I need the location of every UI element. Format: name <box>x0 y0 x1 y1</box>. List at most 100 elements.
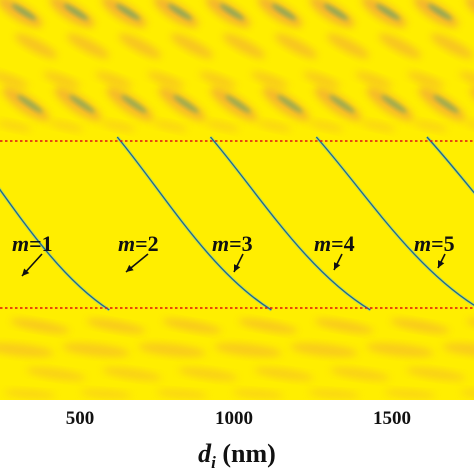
upper-streak-0-7 <box>375 4 401 20</box>
upper-band-1-6 <box>326 33 370 59</box>
mode-label-2-var: m <box>118 231 135 256</box>
upper-band-4-8 <box>412 120 448 132</box>
mode-label-4-eq: =4 <box>331 231 355 256</box>
upper-band-4-4 <box>204 120 240 132</box>
lower-band-2-0 <box>26 367 86 381</box>
x-tick-label-500: 500 <box>66 408 95 429</box>
lower-band-3-2 <box>156 389 208 399</box>
x-axis-symbol: d <box>198 439 212 468</box>
mode-lines <box>0 135 474 312</box>
upper-band-1-4 <box>222 33 266 59</box>
upper-band-4-9 <box>464 120 474 132</box>
mode-label-1-var: m <box>12 231 29 256</box>
lower-band-0-5 <box>390 318 450 334</box>
upper-streak-0-3 <box>167 4 193 20</box>
upper-streak-0-0 <box>11 4 37 20</box>
lower-band-3-1 <box>80 389 132 399</box>
upper-band-2-4 <box>199 71 237 89</box>
lower-band-2-5 <box>406 367 466 381</box>
upper-band-4-1 <box>48 120 84 132</box>
upper-band-4-2 <box>100 120 136 132</box>
mode-label-1: m=1 <box>12 231 53 256</box>
mode-label-5-eq: =5 <box>431 231 455 256</box>
x-tick-label-1000: 1000 <box>215 408 253 429</box>
mode-label-5-var: m <box>414 231 431 256</box>
mode-arrows <box>21 253 446 277</box>
upper-streak-3-0 <box>17 95 43 113</box>
mode-curve-4 <box>315 136 474 306</box>
upper-streak-3-2 <box>121 95 147 113</box>
upper-band-2-3 <box>147 71 185 89</box>
upper-band-2-7 <box>355 71 393 89</box>
plot-background <box>0 0 474 400</box>
upper-band-2-9 <box>459 71 474 89</box>
mode-arrow-1 <box>21 253 43 277</box>
mode-curve-5 <box>426 136 474 194</box>
lower-band-3-3 <box>232 389 284 399</box>
lower-band-0-1 <box>86 318 146 334</box>
lower-band-0-0 <box>10 318 70 334</box>
upper-streak-3-7 <box>381 95 407 113</box>
lower-band-1-3 <box>214 343 282 357</box>
x-axis-subscript: i <box>211 453 216 472</box>
upper-band-1-0 <box>14 33 58 59</box>
mode-arrow-3 <box>233 253 244 273</box>
upper-streak-3-5 <box>277 95 303 113</box>
lower-band-3-4 <box>308 389 360 399</box>
upper-streak-3-8 <box>433 95 459 113</box>
mode-labels: m=1 m=2 m=3 m=4 m=5 <box>12 231 455 256</box>
lower-band-0-2 <box>162 318 222 334</box>
mode-curve-3 <box>209 136 371 311</box>
lower-band-1-5 <box>366 343 434 357</box>
mode-label-2-eq: =2 <box>135 231 159 256</box>
upper-band-4-0 <box>0 120 32 132</box>
mode-arrow-5 <box>437 253 446 269</box>
lower-band-1-1 <box>62 343 130 357</box>
upper-streak-0-4 <box>219 4 245 20</box>
lower-band-3-6 <box>460 389 474 399</box>
upper-streak-0-2 <box>115 4 141 20</box>
upper-band-4-7 <box>360 120 396 132</box>
upper-streak-0-8 <box>427 4 453 20</box>
upper-streak-3-4 <box>225 95 251 113</box>
upper-band-2-5 <box>251 71 289 89</box>
mode-label-3: m=3 <box>212 231 253 256</box>
lower-band-2-3 <box>254 367 314 381</box>
lower-band-1-4 <box>290 343 358 357</box>
upper-streak-0-6 <box>323 4 349 20</box>
lower-band-1-2 <box>138 343 206 357</box>
lower-band-3-5 <box>384 389 436 399</box>
x-tick-label-1500: 1500 <box>373 408 411 429</box>
upper-band-1-2 <box>118 33 162 59</box>
mode-curve-2 <box>116 136 272 311</box>
upper-band-4-5 <box>256 120 292 132</box>
lower-band-2-4 <box>330 367 390 381</box>
upper-streak-3-3 <box>173 95 199 113</box>
mode-label-4-var: m <box>314 231 331 256</box>
upper-streak-3-6 <box>329 95 355 113</box>
mode-arrow-4 <box>333 253 343 271</box>
lower-band-0-3 <box>238 318 298 334</box>
mode-label-3-eq: =3 <box>229 231 253 256</box>
upper-streak-0-1 <box>63 4 89 20</box>
lower-band-3-0 <box>4 389 56 399</box>
upper-band-2-8 <box>407 71 445 89</box>
mode-label-4: m=4 <box>314 231 355 256</box>
x-axis-title: di (nm) <box>198 439 276 472</box>
upper-streak-3-1 <box>69 95 95 113</box>
mode-label-2: m=2 <box>118 231 159 256</box>
mode-arrow-2 <box>125 253 149 273</box>
upper-band-1-3 <box>170 33 214 59</box>
upper-band-4-3 <box>152 120 188 132</box>
upper-band-1-5 <box>274 33 318 59</box>
upper-band-2-0 <box>0 71 29 89</box>
lower-band-1-0 <box>0 343 54 357</box>
upper-band-region <box>0 0 474 132</box>
lower-band-2-2 <box>178 367 238 381</box>
lower-band-2-1 <box>102 367 162 381</box>
upper-band-4-6 <box>308 120 344 132</box>
upper-band-2-6 <box>303 71 341 89</box>
upper-band-1-1 <box>66 33 110 59</box>
x-axis: 500 1000 1500 di (nm) <box>66 408 411 472</box>
